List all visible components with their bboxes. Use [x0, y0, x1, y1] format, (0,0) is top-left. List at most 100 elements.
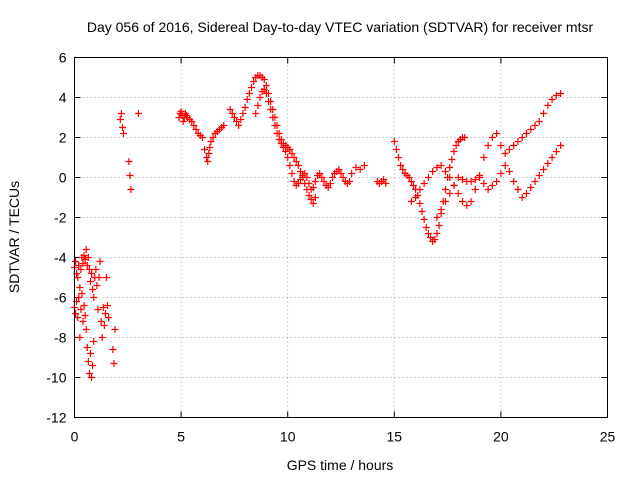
x-tick-label: 25 [600, 429, 616, 445]
data-point [497, 170, 505, 177]
data-point [505, 146, 513, 153]
data-point [75, 294, 83, 301]
data-point [493, 178, 501, 185]
data-point [540, 166, 548, 173]
data-point [461, 134, 469, 141]
data-point [441, 198, 449, 205]
data-point [125, 158, 133, 165]
x-tick-label: 15 [387, 429, 403, 445]
data-point [220, 122, 228, 129]
data-point [431, 236, 439, 243]
data-point [424, 230, 432, 237]
data-point [454, 190, 462, 197]
data-point [390, 138, 398, 145]
data-point [467, 178, 475, 185]
data-point [89, 362, 97, 369]
data-point [484, 142, 492, 149]
data-point [407, 198, 415, 205]
data-point [459, 176, 467, 183]
data-point [339, 174, 347, 181]
data-point [446, 164, 454, 171]
data-point [552, 92, 560, 99]
y-tick-label: 6 [59, 50, 67, 66]
data-point [446, 190, 454, 197]
data-point [84, 358, 92, 365]
data-point [117, 110, 125, 117]
data-point [429, 168, 437, 175]
data-point [522, 130, 530, 137]
data-point [301, 170, 309, 177]
data-point [104, 302, 112, 309]
y-tick-label: 0 [59, 170, 67, 186]
data-point [296, 176, 304, 183]
data-point [127, 186, 135, 193]
data-point [177, 108, 185, 115]
data-point [294, 162, 302, 169]
data-point [328, 174, 336, 181]
data-point [86, 350, 94, 357]
data-point [190, 122, 198, 129]
data-point [256, 94, 264, 101]
axis-ticks: 0 5 10 15 20 25 -12 -10 -8 -6 -4 -2 0 2 4 6 [46, 50, 615, 445]
y-tick-label: -10 [46, 370, 66, 386]
data-point [262, 82, 270, 89]
data-point [98, 334, 106, 341]
data-point [488, 134, 496, 141]
data-point [510, 178, 518, 185]
data-point [522, 190, 530, 197]
data-point [77, 266, 85, 273]
data-point [292, 158, 300, 165]
data-point [510, 142, 518, 149]
data-point [397, 162, 405, 169]
data-point [501, 162, 509, 169]
x-axis-label: GPS time / hours [287, 457, 394, 473]
data-point [228, 110, 236, 117]
data-point [324, 184, 332, 191]
data-point [535, 172, 543, 179]
data-point [557, 90, 565, 97]
data-point [480, 180, 488, 187]
data-point [552, 148, 560, 155]
data-point [233, 118, 241, 125]
data-point [467, 198, 475, 205]
data-point [286, 162, 294, 169]
y-axis-label: SDTVAR / TECUs [6, 181, 22, 293]
data-point [320, 178, 328, 185]
data-point [435, 222, 443, 229]
data-point [90, 294, 98, 301]
data-point [395, 154, 403, 161]
data-point [294, 180, 302, 187]
data-point [335, 166, 343, 173]
data-point [275, 136, 283, 143]
data-point [311, 178, 319, 185]
data-point [311, 194, 319, 201]
data-point [84, 254, 92, 261]
data-point [126, 172, 134, 179]
data-point [416, 200, 424, 207]
data-point [88, 374, 96, 381]
data-point [235, 122, 243, 129]
data-point [501, 150, 509, 157]
data-point [382, 180, 390, 187]
data-point [279, 144, 287, 151]
data-point [271, 122, 279, 129]
data-point [76, 284, 84, 291]
data-point [76, 334, 84, 341]
data-point [305, 192, 313, 199]
data-point [80, 302, 88, 309]
data-point [206, 144, 214, 151]
data-point [531, 178, 539, 185]
data-point [204, 158, 212, 165]
data-point [82, 326, 90, 333]
data-point [290, 154, 298, 161]
data-point [326, 180, 334, 187]
data-point [226, 106, 234, 113]
data-point [111, 326, 119, 333]
data-point [405, 174, 413, 181]
data-point [518, 194, 526, 201]
data-point [548, 154, 556, 161]
data-point [198, 134, 206, 141]
data-point [192, 126, 200, 133]
data-point [75, 262, 83, 269]
